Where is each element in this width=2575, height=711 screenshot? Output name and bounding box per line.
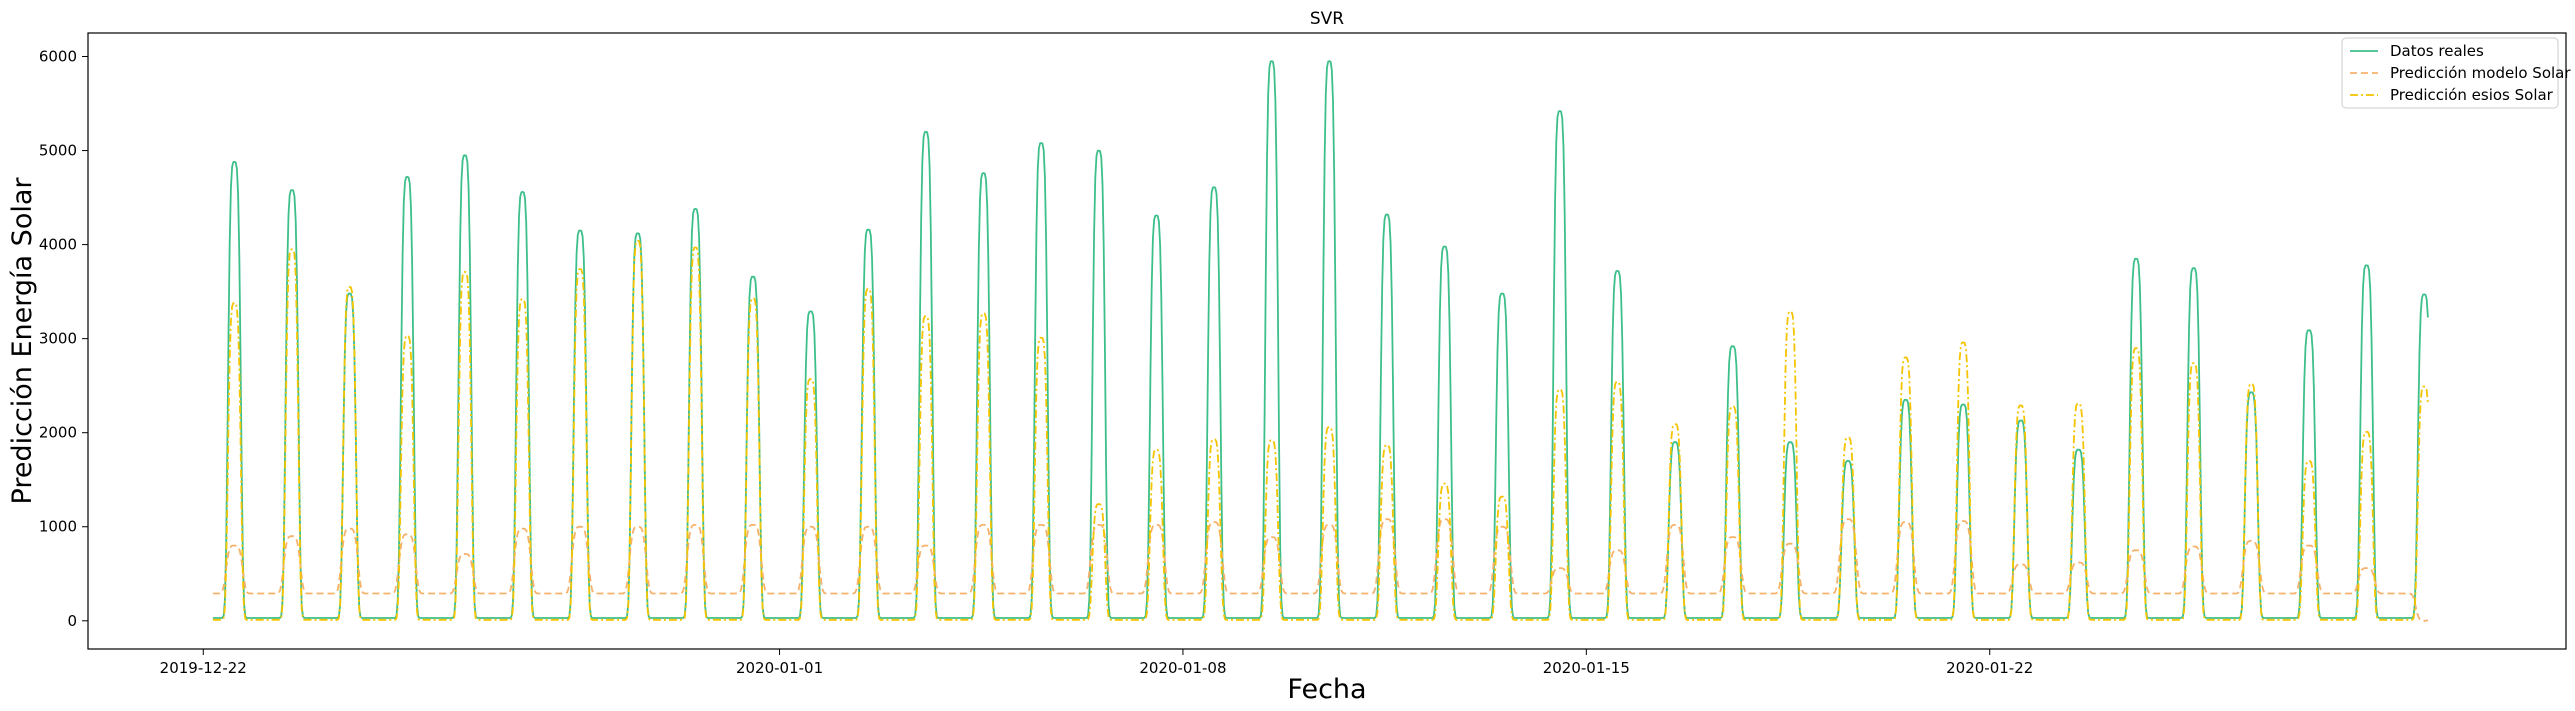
- series-line-esios-solar: [212, 239, 2429, 621]
- y-axis-label: Predicción Energía Solar: [7, 177, 38, 505]
- y-tick-label: 4000: [39, 236, 77, 254]
- series-line-datos-reales: [212, 60, 2429, 619]
- x-tick-label: 2020-01-15: [1543, 659, 1630, 677]
- x-tick-label: 2019-12-22: [160, 659, 247, 677]
- y-tick-label: 3000: [39, 330, 77, 348]
- x-tick-label: 2020-01-22: [1946, 659, 2033, 677]
- legend: Datos reales Predicción modelo Solar Pre…: [2341, 37, 2571, 109]
- x-axis-label: Fecha: [1287, 674, 1366, 705]
- series-line-modelo-solar: [212, 518, 2429, 622]
- y-tick-label: 5000: [39, 142, 77, 160]
- legend-label-datos-reales: Datos reales: [2390, 42, 2484, 60]
- x-tick-label: 2020-01-01: [736, 659, 823, 677]
- legend-label-modelo-solar: Predicción modelo Solar: [2390, 64, 2571, 82]
- x-tick-label: 2020-01-08: [1139, 659, 1226, 677]
- chart-title: SVR: [1310, 9, 1344, 29]
- plot-frame: [87, 32, 2567, 650]
- x-axis-ticks: 2019-12-22 2020-01-01 2020-01-08 2020-01-15…: [160, 649, 2033, 677]
- y-axis-ticks: 0 1000 2000 3000 4000 5000 6000: [39, 48, 88, 630]
- y-tick-label: 1000: [39, 518, 77, 536]
- plot-lines: [212, 60, 2429, 622]
- y-tick-label: 2000: [39, 424, 77, 442]
- y-tick-label: 0: [67, 612, 77, 630]
- y-tick-label: 6000: [39, 48, 77, 66]
- legend-label-esios-solar: Predicción esios Solar: [2390, 86, 2554, 104]
- legend-box: [2341, 37, 2559, 109]
